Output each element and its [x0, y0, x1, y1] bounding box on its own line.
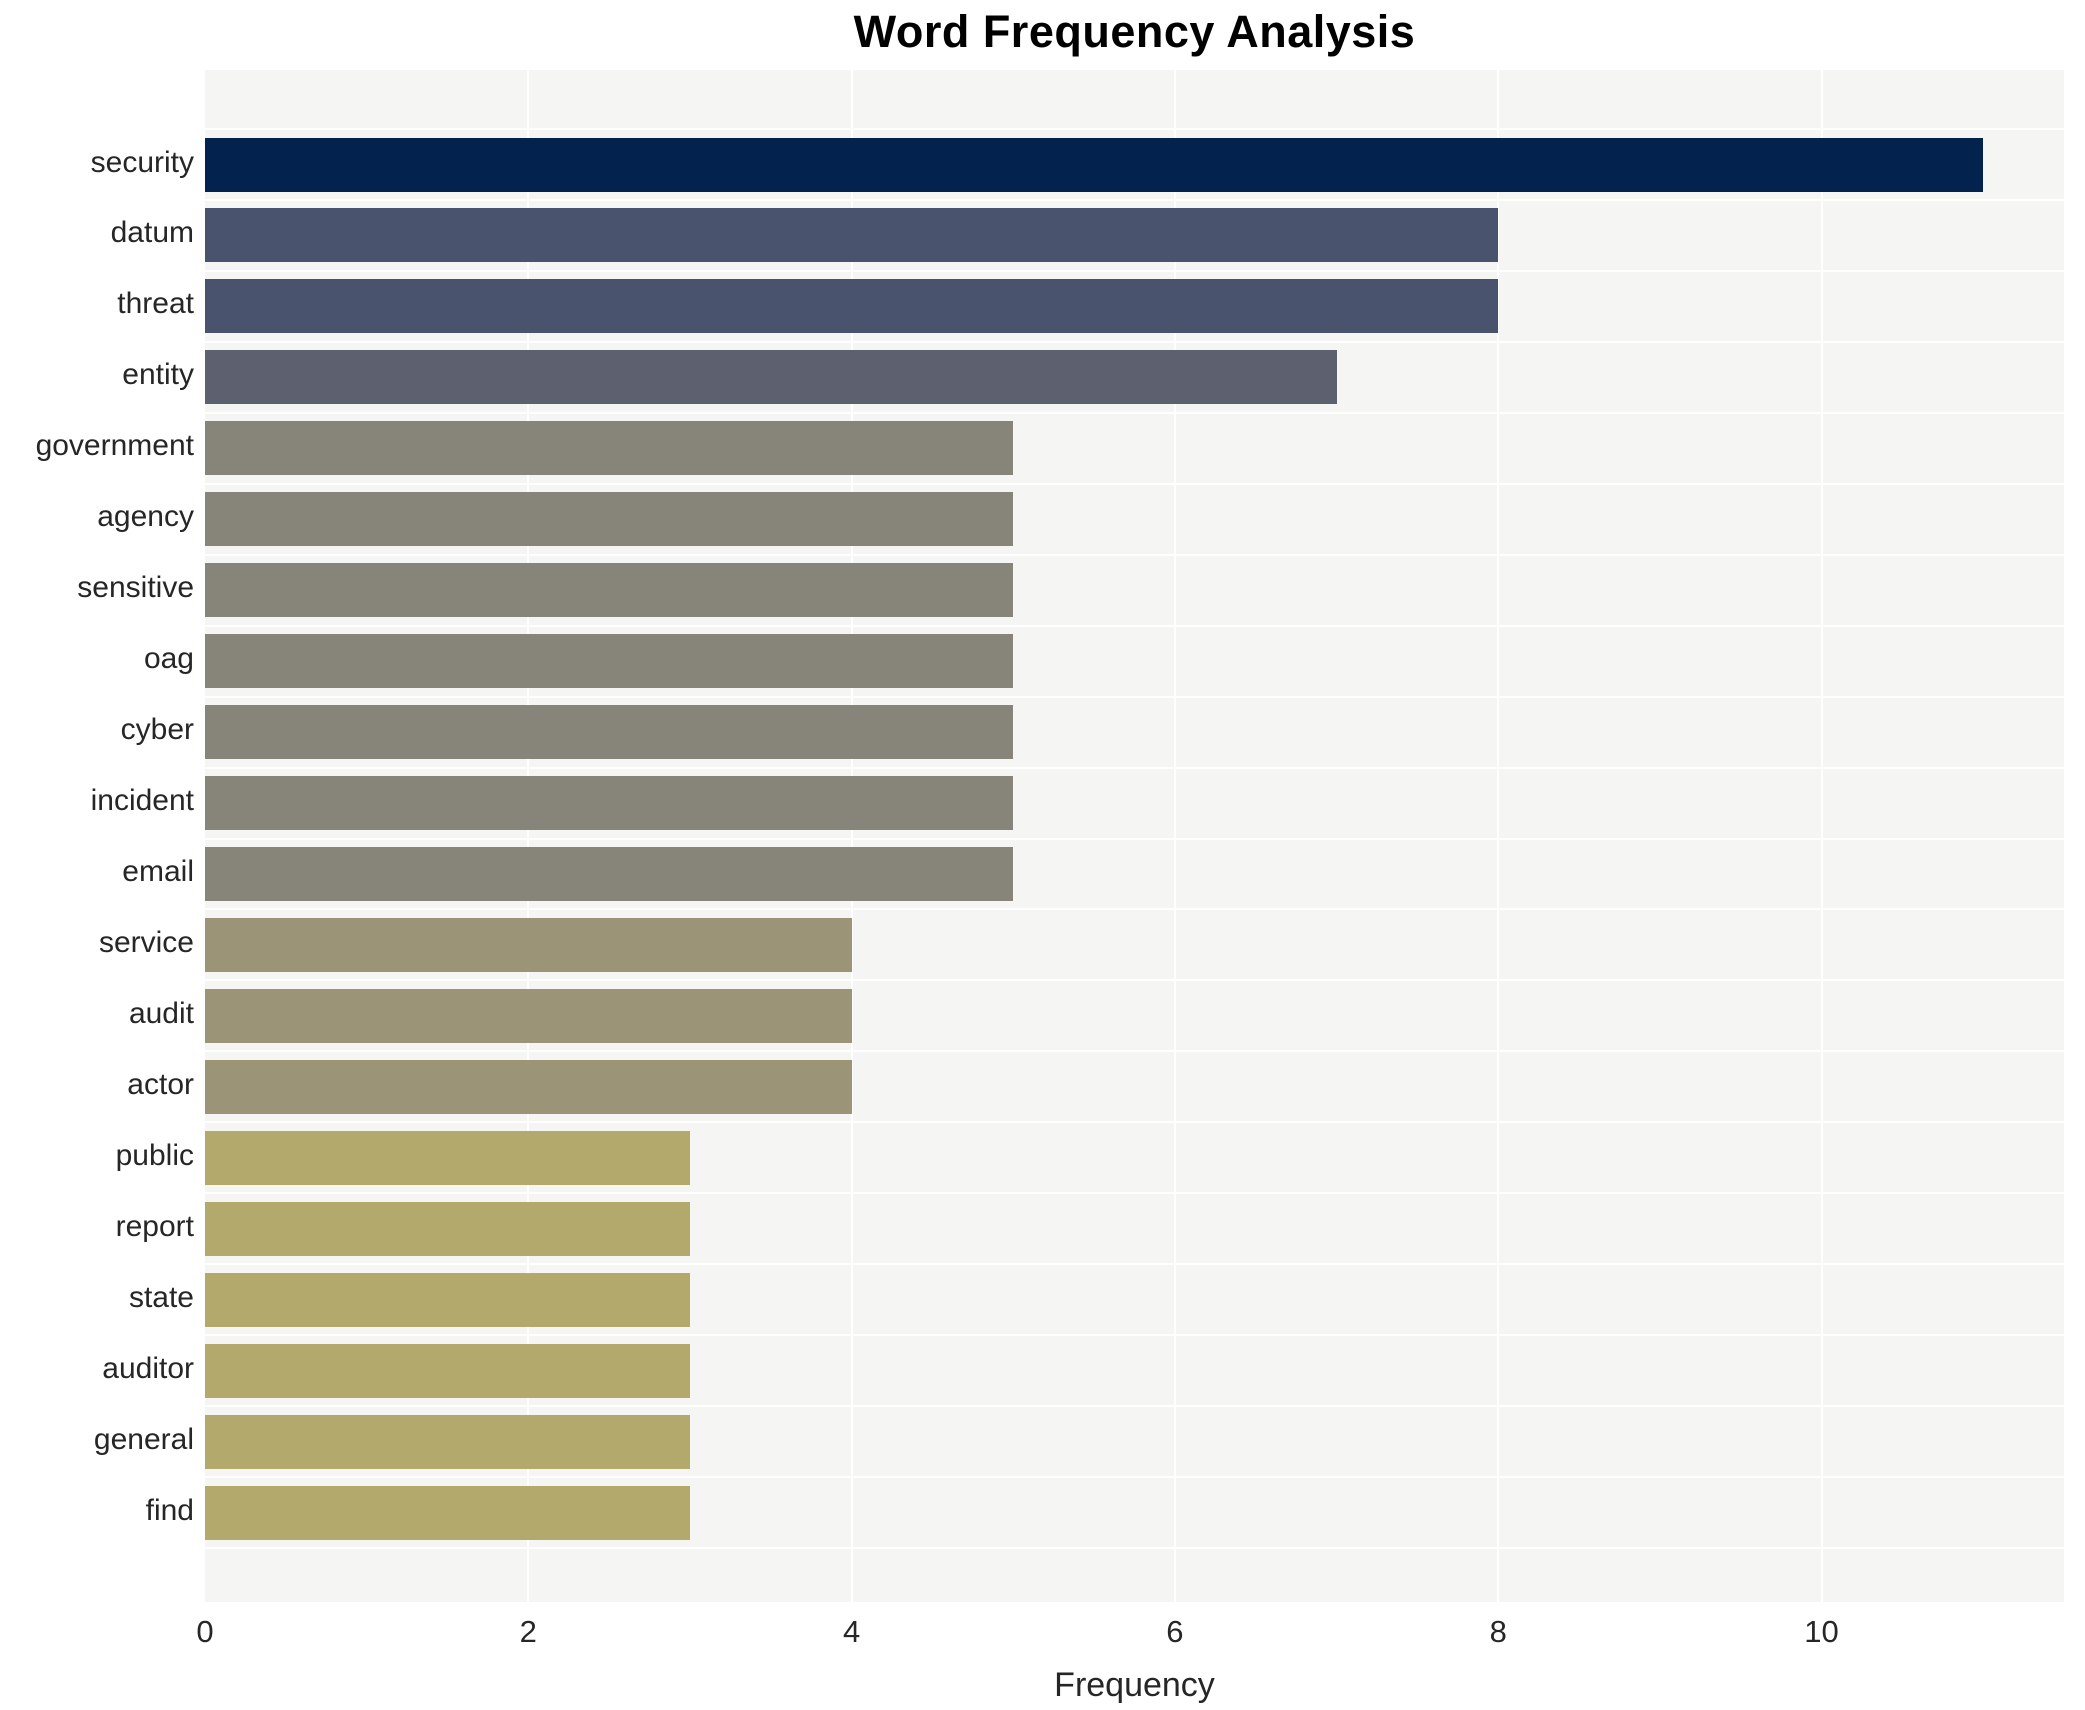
horizontal-gridline: [205, 1263, 2064, 1266]
horizontal-gridline: [205, 1334, 2064, 1337]
horizontal-gridline: [205, 482, 2064, 485]
bar-cyber: [205, 705, 1014, 760]
bar-entity: [205, 350, 1337, 405]
y-tick-label-audit: audit: [128, 996, 194, 1030]
horizontal-gridline: [205, 553, 2064, 556]
bar-public: [205, 1130, 690, 1185]
y-tick-label-auditor: auditor: [102, 1351, 194, 1385]
y-tick-label-datum: datum: [110, 216, 194, 250]
bar-threat: [205, 279, 1499, 334]
horizontal-gridline: [205, 979, 2064, 982]
y-tick-label-general: general: [93, 1422, 194, 1456]
horizontal-gridline: [205, 837, 2064, 840]
bar-agency: [205, 492, 1014, 547]
vertical-gridline: [1173, 70, 1176, 1602]
x-tick-label-10: 10: [1804, 1614, 1839, 1649]
y-tick-label-security: security: [90, 145, 194, 179]
x-tick-label-0: 0: [196, 1614, 214, 1649]
bar-sensitive: [205, 563, 1014, 618]
y-tick-label-entity: entity: [122, 358, 194, 392]
chart-title: Word Frequency Analysis: [853, 6, 1416, 57]
horizontal-gridline: [205, 624, 2064, 627]
vertical-gridline: [1820, 70, 1823, 1602]
y-tick-label-agency: agency: [97, 500, 194, 534]
bar-datum: [205, 208, 1499, 263]
y-tick-label-actor: actor: [127, 1067, 194, 1101]
x-tick-label-2: 2: [519, 1614, 537, 1649]
horizontal-gridline: [205, 908, 2064, 911]
y-tick-label-report: report: [115, 1209, 194, 1243]
y-tick-label-cyber: cyber: [120, 713, 194, 747]
y-tick-label-email: email: [122, 855, 194, 888]
horizontal-gridline: [205, 1405, 2064, 1408]
y-tick-label-government: government: [35, 429, 194, 463]
bar-email: [205, 847, 1014, 901]
horizontal-gridline: [205, 695, 2064, 698]
y-tick-label-incident: incident: [90, 784, 194, 818]
bar-report: [205, 1201, 690, 1256]
vertical-gridline: [527, 70, 530, 1602]
vertical-gridline: [1497, 70, 1500, 1602]
bar-find: [205, 1485, 690, 1540]
y-tick-label-service: service: [98, 925, 194, 959]
horizontal-gridline: [205, 340, 2064, 343]
x-tick-label-4: 4: [842, 1614, 861, 1649]
horizontal-gridline: [205, 766, 2064, 769]
y-tick-label-threat: threat: [117, 287, 194, 321]
horizontal-gridline: [205, 128, 2064, 131]
bar-audit: [205, 988, 852, 1043]
y-tick-label-sensitive: sensitive: [77, 571, 194, 605]
plot-area: [205, 70, 2064, 1602]
bar-actor: [205, 1059, 852, 1114]
bar-general: [205, 1414, 690, 1469]
x-tick-label-6: 6: [1166, 1614, 1184, 1649]
bar-service: [205, 917, 852, 972]
bar-government: [205, 421, 1014, 476]
bar-incident: [205, 776, 1014, 831]
bar-auditor: [205, 1343, 690, 1398]
vertical-gridline: [850, 70, 853, 1602]
horizontal-gridline: [205, 269, 2064, 272]
horizontal-gridline: [205, 1476, 2064, 1479]
horizontal-gridline: [205, 1192, 2064, 1195]
horizontal-gridline: [205, 1121, 2064, 1124]
y-tick-label-public: public: [115, 1138, 194, 1172]
horizontal-gridline: [205, 198, 2064, 201]
y-tick-label-state: state: [128, 1280, 194, 1314]
bar-oag: [205, 634, 1014, 689]
x-axis-title: Frequency: [1054, 1666, 1215, 1704]
horizontal-gridline: [205, 1050, 2064, 1053]
x-tick-label-8: 8: [1489, 1614, 1507, 1649]
y-tick-label-find: find: [145, 1493, 194, 1527]
bar-state: [205, 1272, 690, 1327]
y-tick-label-oag: oag: [143, 642, 194, 676]
bar-security: [205, 137, 1984, 192]
horizontal-gridline: [205, 1547, 2064, 1550]
horizontal-gridline: [205, 411, 2064, 414]
